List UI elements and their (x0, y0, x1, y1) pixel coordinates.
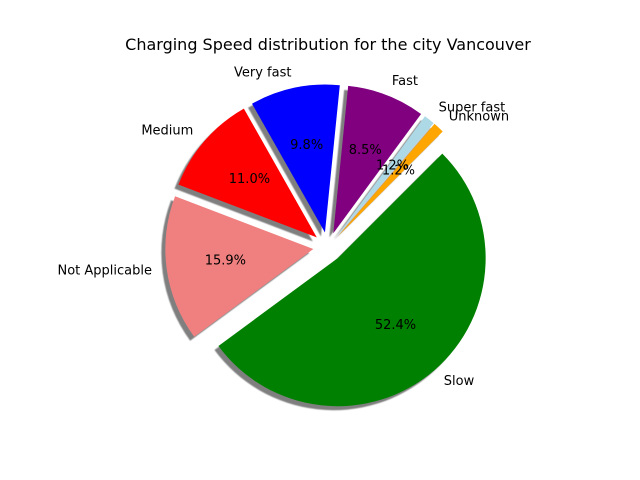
slice-label-medium: Medium (141, 124, 193, 139)
chart-title: Charging Speed distribution for the city… (125, 35, 531, 54)
slice-label-very-fast: Very fast (234, 66, 291, 81)
pie-slice-slow (218, 153, 486, 407)
pie-slice-super-fast (337, 116, 434, 236)
slice-label-not-applicable: Not Applicable (58, 263, 153, 278)
slice-label-super-fast: Super fast (439, 101, 506, 116)
slice-label-slow: Slow (444, 374, 475, 389)
percent-label-layer: 1.2%1.2%8.5% 9.8% 11.0% 15.9% 52.4% (205, 138, 416, 333)
percent-label-medium: 11.0% (229, 172, 270, 187)
percent-label-super-fast: 1.2% (376, 158, 409, 173)
pie-slice-not-applicable (165, 196, 314, 337)
percent-label-unknown: 1.2% (382, 164, 415, 179)
pie-slice-fast (333, 85, 422, 234)
percent-label-not-applicable: 15.9% (205, 253, 246, 268)
percent-label-very-fast: 9.8% (290, 138, 323, 153)
wedge-layer (165, 84, 486, 407)
slice-label-fast: Fast (392, 74, 418, 89)
pie-slice-unknown (338, 123, 443, 237)
slice-label-unknown: Unknown (449, 109, 509, 124)
pie-slice-medium (178, 108, 317, 238)
percent-label-slow: 52.4% (375, 318, 416, 333)
percent-label-fast: 8.5% (349, 143, 382, 158)
pie-slice-very-fast (252, 84, 340, 233)
